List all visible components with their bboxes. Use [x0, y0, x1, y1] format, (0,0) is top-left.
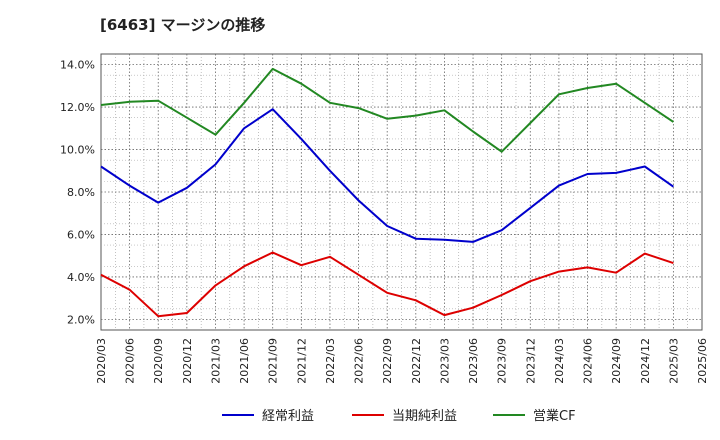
- x-tick-label: 2023/09: [496, 338, 509, 384]
- series-line-3: [100, 67, 674, 153]
- series-line-1: [100, 108, 674, 243]
- x-tick-label: 2024/06: [582, 338, 595, 384]
- x-tick-label: 2023/03: [438, 338, 451, 384]
- x-tick-label: 2024/12: [639, 338, 652, 384]
- y-tick-label: 4.0%: [67, 271, 95, 284]
- y-tick-label: 8.0%: [67, 186, 95, 199]
- x-tick-label: 2025/06: [696, 338, 709, 384]
- x-tick-label: 2021/06: [238, 338, 251, 384]
- x-tick-label: 2022/03: [324, 338, 337, 384]
- x-tick-label: 2025/03: [667, 338, 680, 384]
- y-tick-label: 2.0%: [67, 313, 95, 326]
- x-tick-label: 2021/09: [267, 338, 280, 384]
- y-tick-label: 14.0%: [60, 59, 95, 72]
- x-tick-label: 2021/12: [295, 338, 308, 384]
- y-tick-label: 10.0%: [60, 144, 95, 157]
- x-tick-label: 2022/06: [353, 338, 366, 384]
- x-tick-label: 2020/03: [95, 338, 108, 384]
- legend-label-2: 当期純利益: [392, 409, 457, 424]
- x-tick-label: 2023/06: [467, 338, 480, 384]
- x-tick-label: 2022/09: [381, 338, 394, 384]
- x-tick-label: 2020/09: [152, 338, 165, 384]
- y-tick-label: 12.0%: [60, 101, 95, 114]
- y-tick-label: 6.0%: [67, 228, 95, 241]
- x-tick-label: 2024/09: [610, 338, 623, 384]
- legend-label-1: 経常利益: [262, 409, 314, 424]
- series-line-2: [100, 251, 674, 318]
- x-tick-label: 2020/12: [181, 338, 194, 384]
- x-tick-label: 2021/03: [209, 338, 222, 384]
- chart-title: [6463] マージンの推移: [100, 16, 266, 34]
- x-tick-label: 2020/06: [124, 338, 137, 384]
- x-tick-label: 2023/12: [524, 338, 537, 384]
- x-tick-label: 2022/12: [410, 338, 423, 384]
- x-tick-label: 2024/03: [553, 338, 566, 384]
- legend-label-3: 営業CF: [533, 408, 576, 424]
